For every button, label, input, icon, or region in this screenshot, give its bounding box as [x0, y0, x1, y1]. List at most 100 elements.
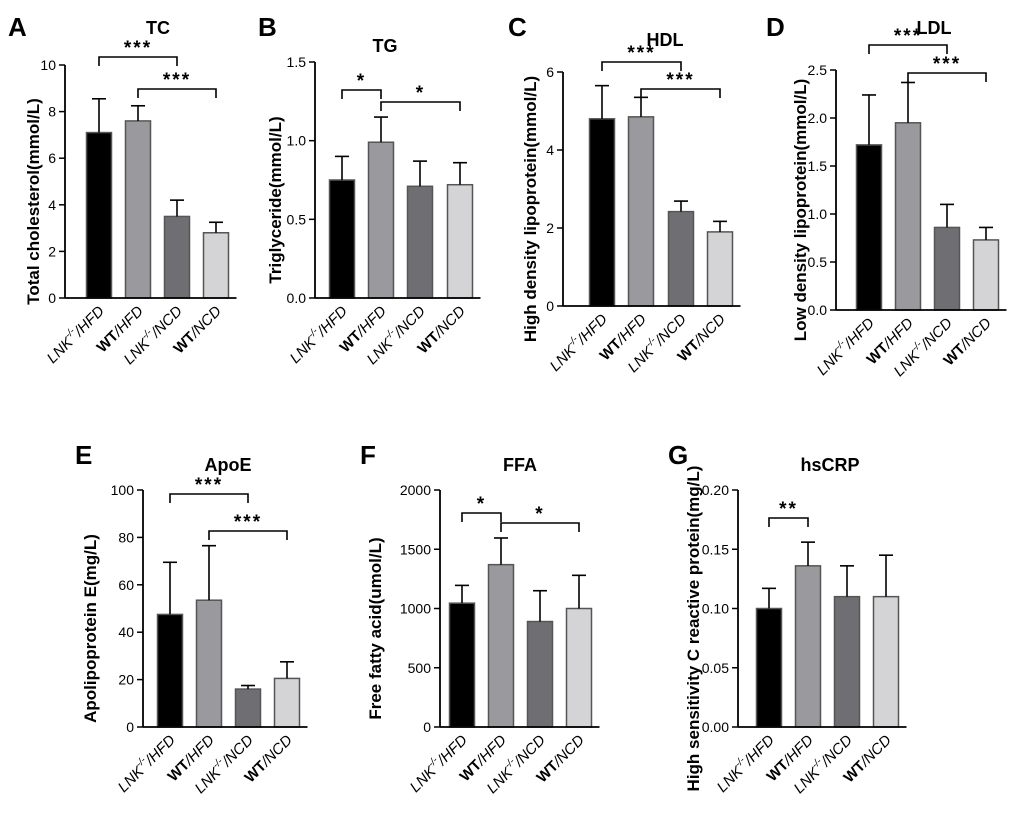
significance-label: ***: [234, 512, 262, 533]
significance-bracket: [98, 56, 178, 66]
panel-a: A TC Total cholesterol(mmol/L) 0 2 4 6 8 10 LNK-/…: [8, 12, 237, 368]
y-tick-label: 8: [48, 104, 56, 120]
panel-letter: D: [766, 12, 785, 42]
y-axis-label: Triglyceride(mmol/L): [266, 116, 285, 283]
panel-letter: G: [668, 440, 688, 470]
bar: [855, 144, 883, 311]
y-axis-label: Low density lipoprotein(mmol/L): [791, 79, 810, 342]
chart-title: LDL: [917, 18, 952, 38]
y-tick-label: 2: [546, 220, 554, 236]
y-tick-label: 1.5: [287, 54, 307, 70]
bar: [85, 131, 113, 299]
significance-label: *: [416, 83, 425, 104]
chart-title: ApoE: [205, 455, 252, 475]
significance-bracket: [380, 101, 461, 111]
y-tick-label: 0.10: [702, 601, 729, 617]
significance-label: ***: [933, 54, 961, 75]
bar: [156, 613, 184, 728]
significance-bracket: [907, 72, 987, 82]
significance-label: *: [535, 504, 544, 525]
y-axis-label: High density lipoprotein(mmol/L): [521, 76, 540, 342]
bar: [706, 231, 734, 307]
y-tick-label: 0.0: [287, 290, 307, 306]
x-tick-label: LNK-/-/HFD: [712, 730, 778, 796]
bar: [833, 595, 861, 728]
y-tick-label: 2: [48, 243, 56, 259]
panel-e: E ApoE Apolipoprotein E(mg/L) 0 20 40 60 80 100 L…: [75, 440, 308, 797]
y-tick-label: 4: [546, 142, 554, 158]
bar: [627, 116, 655, 307]
chart-title: TC: [146, 18, 170, 38]
bar: [972, 239, 1000, 311]
y-tick-label: 0.0: [808, 302, 828, 318]
panel-letter: C: [508, 12, 527, 42]
significance-bracket: [500, 522, 580, 532]
y-tick-label: 100: [111, 482, 135, 498]
panel-letter: E: [75, 440, 92, 470]
y-tick-label: 0.5: [808, 254, 828, 270]
bar: [367, 141, 395, 299]
bar: [273, 677, 301, 728]
significance-bracket: [768, 517, 809, 527]
significance-bracket: [868, 44, 948, 54]
y-tick-label: 1000: [400, 601, 431, 617]
y-tick-label: 80: [118, 529, 134, 545]
y-tick-label: 0: [423, 719, 431, 735]
y-tick-label: 1.5: [808, 158, 828, 174]
significance-bracket: [461, 512, 502, 522]
bar: [202, 232, 230, 299]
panel-letter: A: [8, 12, 27, 42]
significance-bracket: [640, 88, 721, 98]
bar: [933, 226, 961, 311]
y-tick-label: 0.05: [702, 660, 729, 676]
bar: [406, 185, 434, 299]
significance-label: *: [477, 494, 486, 515]
significance-label: ***: [666, 70, 694, 91]
y-tick-label: 60: [118, 577, 134, 593]
significance-bracket: [169, 493, 249, 503]
panel-d: D LDL Low density lipoprotein(mmol/L)0.0 0.…: [766, 12, 1007, 380]
significance-bracket: [208, 530, 288, 540]
bar: [163, 215, 191, 299]
x-tick-label: LNK-/-/HFD: [42, 301, 108, 367]
significance-bracket: [137, 88, 217, 98]
bar: [565, 607, 593, 728]
y-axis-label: High sensitivity C reactive protein(mg/L…: [684, 466, 703, 792]
y-tick-label: 0.15: [702, 541, 729, 557]
significance-label: *: [357, 71, 366, 92]
y-tick-label: 0: [126, 719, 134, 735]
y-tick-label: 1500: [400, 541, 431, 557]
bar: [195, 599, 223, 728]
x-tick-label: LNK-/-/HFD: [285, 301, 351, 367]
panel-letter: B: [258, 12, 277, 42]
x-tick-label: LNK-/-/HFD: [545, 309, 611, 375]
y-tick-label: 0: [48, 290, 56, 306]
panel-b: B TG Triglyceride(mmol/L)0.0 0.5 1.0 1.5 LNK-/…: [258, 12, 481, 368]
significance-label: ***: [124, 38, 152, 59]
bar: [328, 179, 356, 299]
bar: [446, 183, 474, 299]
y-tick-label: 0.20: [702, 482, 729, 498]
y-tick-label: 6: [546, 64, 554, 80]
chart-title: FFA: [503, 455, 537, 475]
significance-label: ***: [627, 43, 655, 64]
y-tick-label: 6: [48, 150, 56, 166]
y-tick-label: 0.5: [287, 211, 307, 227]
bar: [667, 210, 695, 307]
bar: [234, 688, 262, 728]
panel-f: F FFA Free fatty acid(umol/L) 0 500 1000 1500 2…: [360, 440, 600, 797]
x-tick-label: LNK-/-/NCD: [623, 309, 690, 376]
significance-label: **: [779, 499, 798, 520]
x-tick-label: LNK-/-/HFD: [405, 730, 471, 796]
y-axis-label: Apolipoprotein E(mg/L): [81, 534, 100, 723]
chart-title: hsCRP: [800, 455, 859, 475]
x-tick-label: LNK-/-/HFD: [812, 313, 878, 379]
y-tick-label: 10: [40, 57, 56, 73]
y-tick-label: 2.0: [808, 110, 828, 126]
y-tick-label: 1.0: [808, 206, 828, 222]
y-axis-label: Total cholesterol(mmol/L): [24, 98, 43, 305]
significance-bracket: [601, 61, 682, 71]
bar: [794, 565, 822, 728]
chart-title: TG: [373, 36, 398, 56]
